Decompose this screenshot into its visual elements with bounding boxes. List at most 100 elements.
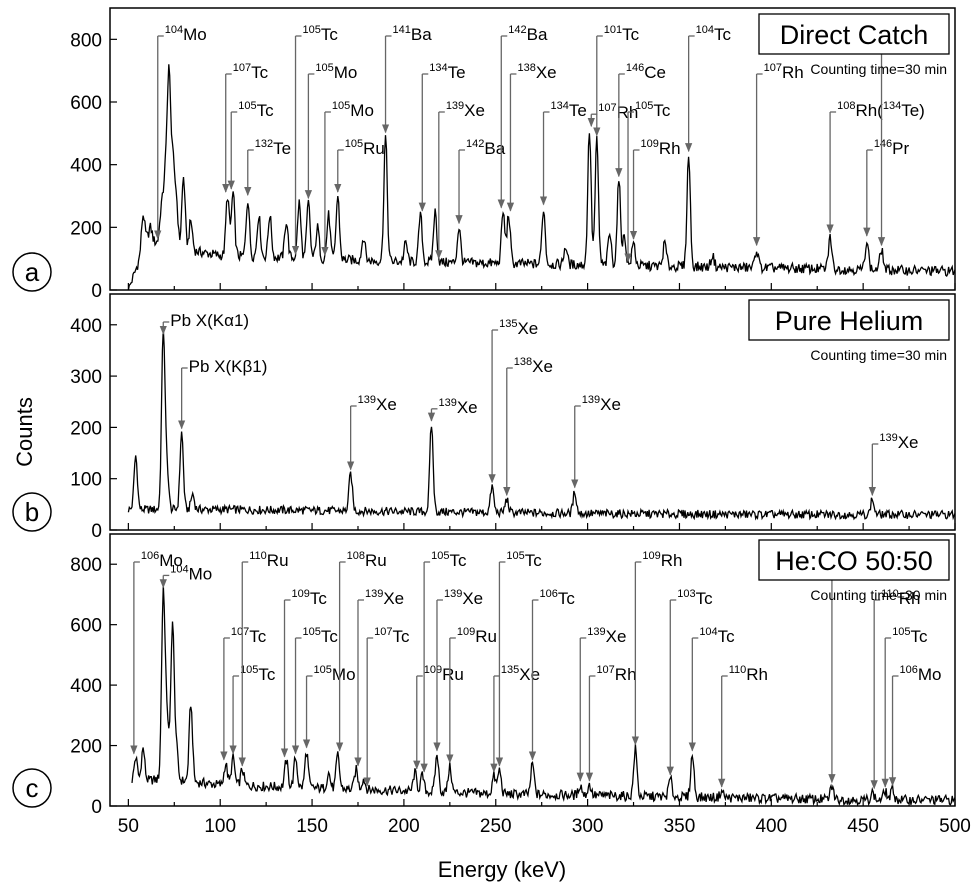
peak-annotation: 135Xe <box>490 664 540 773</box>
peak-annotation: 107Rh <box>752 62 804 247</box>
y-tick-label: 200 <box>70 418 102 439</box>
annotation-label: 139Xe <box>446 100 485 120</box>
y-tick-label: 0 <box>91 797 102 818</box>
annotation-label: 105Tc <box>506 550 542 570</box>
annotation-label: 109Rh <box>642 550 682 570</box>
annotation-label: 105Tc <box>635 100 671 120</box>
y-tick-label: 600 <box>70 616 102 637</box>
panel-letter: c <box>26 773 39 803</box>
peak-annotation: 107Rh <box>587 102 638 128</box>
panel-subtitle: Counting time=30 min <box>810 347 947 363</box>
panel-letter: a <box>25 257 40 287</box>
peak-annotation: 134Te <box>539 100 587 206</box>
x-tick-label: 150 <box>296 816 328 837</box>
peak-annotation: 105Tc <box>420 550 467 773</box>
y-tick-label: 400 <box>70 676 102 697</box>
peak-annotation: 105Tc <box>227 100 274 190</box>
peak-annotation: 109Rh <box>629 138 681 240</box>
peak-annotation: 103Tc <box>666 588 713 776</box>
peak-annotation: 105Mo <box>304 62 357 200</box>
annotation-label: 139Xe <box>358 394 397 414</box>
annotation-label: 109Rh <box>641 138 681 158</box>
panel-a-spectrum <box>127 64 956 291</box>
annotation-label: 107Tc <box>233 62 269 82</box>
annotation-label: 107Rh <box>764 62 804 82</box>
x-tick-label: 500 <box>939 816 971 837</box>
peak-annotation: 106Tc <box>528 588 575 761</box>
peak-annotation: 101Tc <box>593 24 640 137</box>
peak-annotation: 139Xe <box>868 432 918 497</box>
panel-b-title-box: Pure Helium Counting time=30 min <box>748 299 950 363</box>
x-tick-label: 250 <box>480 816 512 837</box>
peak-annotation: 146Pr <box>863 138 910 237</box>
peak-annotation: 104Mo <box>154 24 207 240</box>
annotation-label: 142Ba <box>466 138 506 158</box>
annotation-label: 101Tc <box>604 24 640 44</box>
peak-annotation: 138Xe <box>506 62 557 212</box>
annotation-label: 106Mo <box>900 664 942 684</box>
annotation-label: 141Ba <box>393 24 433 44</box>
annotation-label: 109Ru <box>457 626 497 646</box>
peak-annotation: 139Xe <box>354 588 404 767</box>
annotation-label: 106Mo <box>141 550 183 570</box>
y-tick-label: 0 <box>91 281 102 302</box>
peak-annotation: 139Xe <box>571 394 621 489</box>
panel-c-frame <box>109 533 956 807</box>
y-tick-label: 200 <box>70 218 102 239</box>
peak-annotation: 141Ba <box>381 24 433 134</box>
panel-a: 0200400600800104Mo107Tc105Tc132Te105Tc10… <box>12 7 956 302</box>
peak-annotation: 139Xe <box>427 397 478 422</box>
peak-annotation: 105Ru <box>334 138 385 193</box>
annotation-label: 142Ba <box>508 24 548 44</box>
y-tick-label: 300 <box>70 367 102 388</box>
peak-annotation: 108Rh <box>828 550 879 784</box>
peak-annotation: 108Rh(134Te) <box>826 100 925 234</box>
title-frame <box>748 299 950 341</box>
annotation-label: 104Mo <box>165 24 207 44</box>
annotation-label: 107Tc <box>231 626 267 646</box>
peak-annotation: 105Tc <box>624 100 671 263</box>
peak-annotation: 110Rh <box>718 664 768 788</box>
peak-annotation: 105Tc <box>495 550 542 767</box>
panel-letter-circle <box>12 492 52 532</box>
title-frame <box>758 13 950 55</box>
peak-annotation: 104Mo <box>159 563 212 589</box>
y-tick-label: 400 <box>70 316 102 337</box>
peak-annotation: Pb X(Kβ1) <box>178 357 267 430</box>
peak-annotation: 108Ru <box>335 550 387 752</box>
peak-annotation: 105Tc <box>881 626 928 788</box>
annotation-label: 139Xe <box>365 588 404 608</box>
panel-subtitle: Counting time=30 min <box>810 587 947 603</box>
annotation-label: 110Ru <box>249 550 288 570</box>
panel-a-title-box: Direct Catch Counting time=30 min <box>758 13 950 77</box>
annotation-label: 132Te <box>255 138 291 158</box>
peak-annotation: 135Xe <box>488 318 538 484</box>
panel-b-frame <box>109 293 956 531</box>
x-tick-label: 200 <box>388 816 420 837</box>
annotation-label: 103Tc <box>677 588 713 608</box>
panel-a-frame <box>109 7 956 291</box>
annotation-label: 139Xe <box>582 394 621 414</box>
annotation-label: 135Xe <box>499 318 538 338</box>
annotation-label: 109Tc <box>292 588 328 608</box>
peak-annotation: 105Tc <box>291 24 338 256</box>
annotation-label: 139Xe <box>444 588 483 608</box>
annotation-label: 139Xe <box>879 432 918 452</box>
x-tick-label: 350 <box>664 816 696 837</box>
panel-title: Direct Catch <box>780 20 929 50</box>
annotation-label: 108Rh(134Te) <box>837 100 925 120</box>
annotation-label: 104Tc <box>699 626 735 646</box>
peak-annotation: 110Ru <box>238 550 289 767</box>
annotation-label: 105Tc <box>892 626 928 646</box>
peak-annotation: 107Rh <box>585 664 637 782</box>
x-tick-label: 100 <box>204 816 236 837</box>
y-tick-label: 800 <box>70 30 102 51</box>
peak-annotation: Pb X(Kα1) <box>159 311 249 335</box>
annotation-label: Pb X(Kα1) <box>170 311 249 330</box>
title-frame <box>758 539 950 581</box>
peak-annotation: 109Ru <box>446 626 497 764</box>
x-tick-label: 50 <box>118 816 139 837</box>
peak-annotation: 139Xe <box>435 100 485 260</box>
annotation-label: 110Rh <box>881 588 920 608</box>
panel-c-title-box: He:CO 50:50 Counting time=30 min <box>758 539 950 603</box>
